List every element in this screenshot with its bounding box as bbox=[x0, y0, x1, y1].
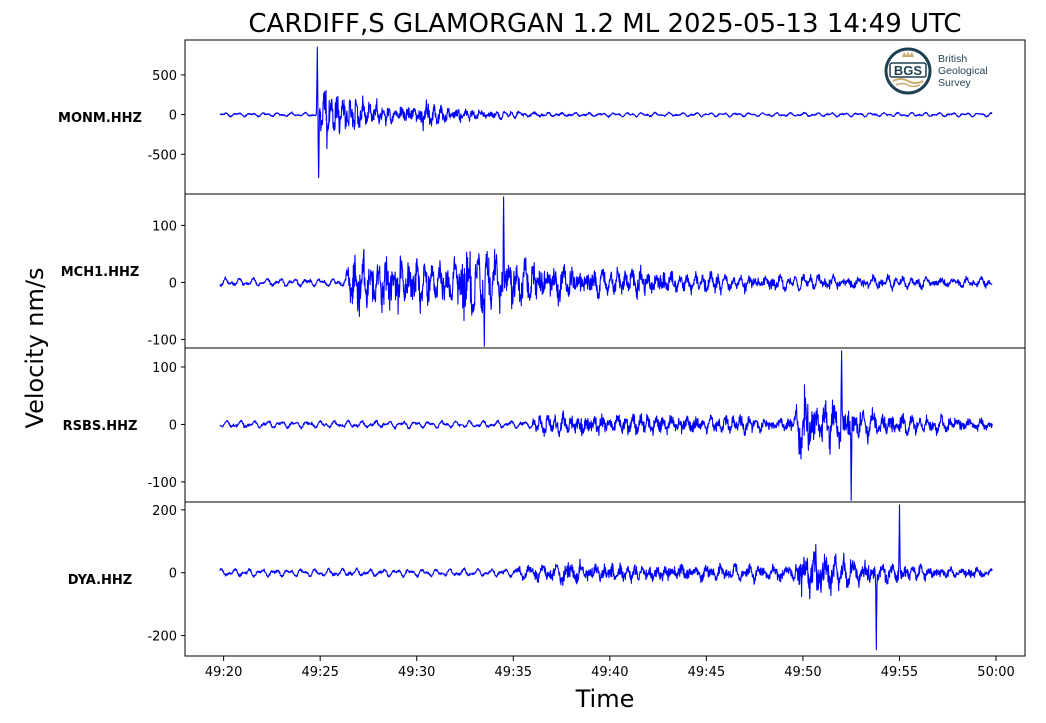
logo-crown-icon bbox=[902, 51, 914, 57]
panel-frame bbox=[184, 193, 1026, 349]
chart-title: CARDIFF,S GLAMORGAN 1.2 ML 2025-05-13 14… bbox=[248, 9, 961, 39]
logo-band bbox=[889, 62, 927, 78]
y-tick-label: -100 bbox=[147, 333, 177, 348]
y-tick-label: 0 bbox=[169, 418, 177, 433]
x-axis-label: Time bbox=[575, 685, 635, 713]
x-tick-label: 49:55 bbox=[881, 665, 918, 680]
logo-wave-icon bbox=[892, 78, 924, 84]
waveform-trace bbox=[219, 196, 993, 347]
y-tick-label: 0 bbox=[169, 567, 177, 582]
y-tick-label: -200 bbox=[147, 630, 177, 645]
x-tick-label: 49:25 bbox=[301, 665, 338, 680]
y-tick-label: 200 bbox=[152, 504, 177, 519]
panel-dya-hhz: DYA.HHZ 200 0 -200 bbox=[68, 501, 1026, 657]
panel-monm-hhz: MONM.HHZ 500 0 -500 bbox=[58, 39, 1026, 195]
channel-label: MCH1.HHZ bbox=[61, 265, 140, 280]
channel-label: DYA.HHZ bbox=[68, 573, 132, 588]
y-tick-label: 500 bbox=[152, 69, 177, 84]
x-tick-label: 49:35 bbox=[495, 665, 532, 680]
channel-label: RSBS.HHZ bbox=[63, 419, 138, 434]
y-tick-label: 0 bbox=[169, 276, 177, 291]
y-tick-label: -500 bbox=[147, 148, 177, 163]
x-tick-label: 50:00 bbox=[977, 665, 1014, 680]
bgs-logo: BGS British Geological Survey bbox=[884, 47, 988, 95]
panel-rsbs-hhz: RSBS.HHZ 100 0 -100 bbox=[63, 347, 1026, 503]
x-tick-label: 49:50 bbox=[784, 665, 821, 680]
x-tick-label: 49:45 bbox=[688, 665, 725, 680]
panels: MONM.HHZ5000-500MCH1.HHZ1000-100RSBS.HHZ… bbox=[58, 39, 1026, 657]
panel-frame bbox=[184, 501, 1026, 657]
y-tick-label: 100 bbox=[152, 219, 177, 234]
logo-mark: BGS bbox=[894, 63, 923, 78]
y-tick-label: -100 bbox=[147, 476, 177, 491]
logo-line-2: Geological bbox=[938, 65, 988, 77]
y-tick-label: 100 bbox=[152, 361, 177, 376]
panel-mch1-hhz: MCH1.HHZ 100 0 -100 bbox=[61, 193, 1026, 349]
logo-line-1: British bbox=[938, 53, 967, 65]
x-tick-label: 49:30 bbox=[398, 665, 435, 680]
y-tick-label: 0 bbox=[169, 109, 177, 124]
waveform-trace bbox=[219, 46, 993, 179]
waveform-trace bbox=[219, 504, 993, 651]
y-axis-label: Velocity nm/s bbox=[21, 268, 49, 429]
logo-line-3: Survey bbox=[938, 77, 971, 89]
logo-wave2-icon bbox=[895, 82, 921, 88]
channel-label: MONM.HHZ bbox=[58, 111, 142, 126]
waveform-trace bbox=[219, 350, 993, 501]
x-tick-label: 49:20 bbox=[205, 665, 242, 680]
x-axis: 49:20 49:25 49:30 49:35 49:40 49:45 49:50 49:55… bbox=[205, 656, 1015, 680]
x-tick-label: 49:40 bbox=[591, 665, 628, 680]
